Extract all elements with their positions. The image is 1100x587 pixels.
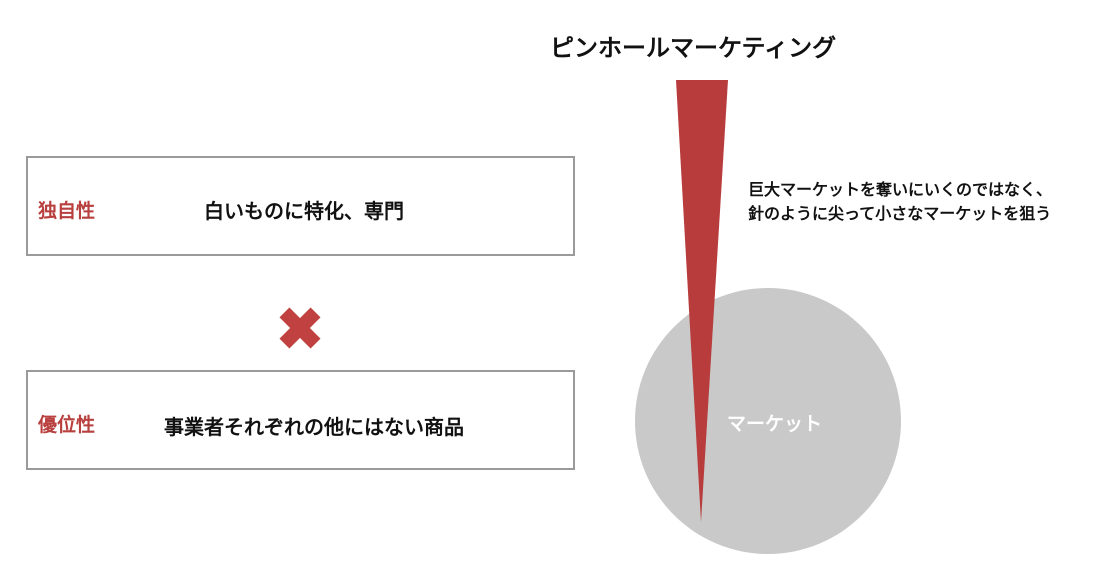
- uniqueness-label: 独自性: [38, 200, 96, 222]
- description-line: 針のように尖って小さなマーケットを狙う: [748, 204, 1052, 223]
- uniqueness-box: 独自性 白いものに特化、専門: [26, 156, 575, 256]
- multiply-cross-icon: [279, 307, 321, 349]
- description-line: 巨大マーケットを奪いにいくのではなく、: [748, 180, 1053, 199]
- superiority-text: 事業者それぞれの他にはない商品: [164, 415, 464, 439]
- superiority-label: 優位性: [38, 414, 96, 436]
- pinhole-needle: [676, 80, 728, 522]
- description: 巨大マーケットを奪いにいくのではなく、 針のように尖って小さなマーケットを狙う: [748, 178, 1052, 226]
- diagram-title: ピンホールマーケティング: [550, 34, 837, 62]
- uniqueness-text: 白いものに特化、専門: [204, 199, 404, 223]
- market-label: マーケット: [727, 413, 823, 435]
- superiority-box: 優位性 事業者それぞれの他にはない商品: [26, 370, 575, 470]
